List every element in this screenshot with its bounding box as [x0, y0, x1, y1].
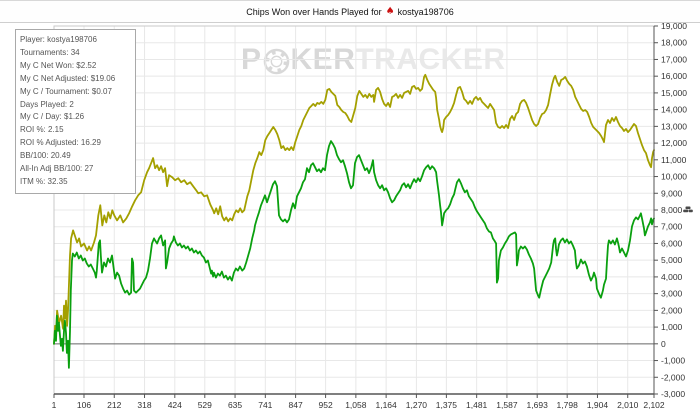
chip-stack-axis-icon	[683, 202, 693, 220]
y-axis-tick-label: 18,000	[661, 38, 687, 48]
x-axis-tick-label: 952	[318, 400, 332, 410]
y-axis-tick-label: -2,000	[661, 372, 685, 382]
stats-line: ROI % Adjusted: 16.29	[20, 138, 101, 148]
stats-box: Player: kostya198706 Tournaments: 34 My C …	[15, 29, 136, 194]
stats-line: My C / Tournament: $0.07	[20, 86, 112, 96]
chart-title-text: Chips Won over Hands Played for	[246, 6, 382, 17]
series-line-my-c-net-won	[53, 140, 655, 369]
y-axis-tick-label: 10,000	[661, 172, 687, 182]
x-axis-tick-label: 1,798	[557, 400, 579, 410]
y-axis-tick-label: -3,000	[661, 389, 685, 399]
x-axis-tick-label: 212	[107, 400, 121, 410]
y-axis-tick-label: 8,000	[661, 205, 683, 215]
y-axis-tick-label: 19,000	[661, 21, 687, 31]
y-axis-tick-label: 9,000	[661, 188, 683, 198]
stats-line: ITM %: 32.35	[20, 176, 68, 186]
y-axis-tick-label: 15,000	[661, 88, 687, 98]
x-axis-tick-label: 529	[198, 400, 212, 410]
x-axis-tick-label: 1,270	[406, 400, 428, 410]
x-axis-tick-label: 741	[258, 400, 272, 410]
y-axis-tick-label: 17,000	[661, 54, 687, 64]
x-axis-tick-label: 1,481	[466, 400, 488, 410]
y-axis-tick-label: 16,000	[661, 71, 687, 81]
stats-line: My C Net Won: $2.52	[20, 60, 97, 70]
y-axis-tick-label: 5,000	[661, 255, 683, 265]
stats-line: My C / Day: $1.26	[20, 112, 85, 122]
stats-line: ROI %: 2.15	[20, 125, 64, 135]
stats-line: All-In Adj BB/100: 27	[20, 164, 94, 174]
x-axis-tick-label: 1,587	[496, 400, 518, 410]
y-axis-tick-label: 7,000	[661, 222, 683, 232]
x-axis-tick-label: 847	[289, 400, 303, 410]
y-axis-tick-label: 1,000	[661, 322, 683, 332]
stats-line: BB/100: 20.49	[20, 151, 71, 161]
y-axis-tick-label: 0	[661, 339, 666, 349]
y-axis-tick-label: 2,000	[661, 305, 683, 315]
y-axis-tick-label: 4,000	[661, 272, 683, 282]
stats-line: Days Played: 2	[20, 99, 74, 109]
x-axis-tick-label: 1,164	[375, 400, 397, 410]
y-axis-tick-label: 14,000	[661, 105, 687, 115]
x-axis-tick-label: 2,010	[617, 400, 639, 410]
x-axis-tick-label: 1,375	[436, 400, 458, 410]
x-axis-tick-label: 318	[137, 400, 151, 410]
pokerstars-spade-icon: ♠	[385, 5, 395, 17]
x-axis-tick-label: 1,058	[345, 400, 367, 410]
poker-chip-icon	[263, 48, 289, 74]
chart-title-bar: Chips Won over Hands Played for ♠ kostya…	[0, 1, 700, 23]
series-line-my-c-net-adjusted	[53, 73, 655, 345]
y-axis-tick-label: 12,000	[661, 138, 687, 148]
stats-line: Tournaments: 34	[20, 47, 80, 57]
x-axis-tick-label: 1,693	[527, 400, 549, 410]
x-axis-tick-label: 2,102	[643, 400, 665, 410]
x-axis-tick-label: 1,904	[587, 400, 609, 410]
x-axis-tick-label: 424	[168, 400, 182, 410]
y-axis-tick-label: 11,000	[661, 155, 687, 165]
x-axis-tick-label: 1	[52, 400, 57, 410]
y-axis-tick-label: 3,000	[661, 289, 683, 299]
chart-title-player: kostya198706	[397, 6, 454, 17]
y-axis-tick-label: 6,000	[661, 238, 683, 248]
x-axis-tick-label: 106	[77, 400, 91, 410]
stats-line: Player: kostya198706	[20, 35, 97, 44]
y-axis-tick-label: -1,000	[661, 356, 685, 366]
x-axis-tick-label: 635	[228, 400, 242, 410]
stats-line: My C Net Adjusted: $19.06	[20, 73, 116, 83]
y-axis-tick-label: 13,000	[661, 121, 687, 131]
